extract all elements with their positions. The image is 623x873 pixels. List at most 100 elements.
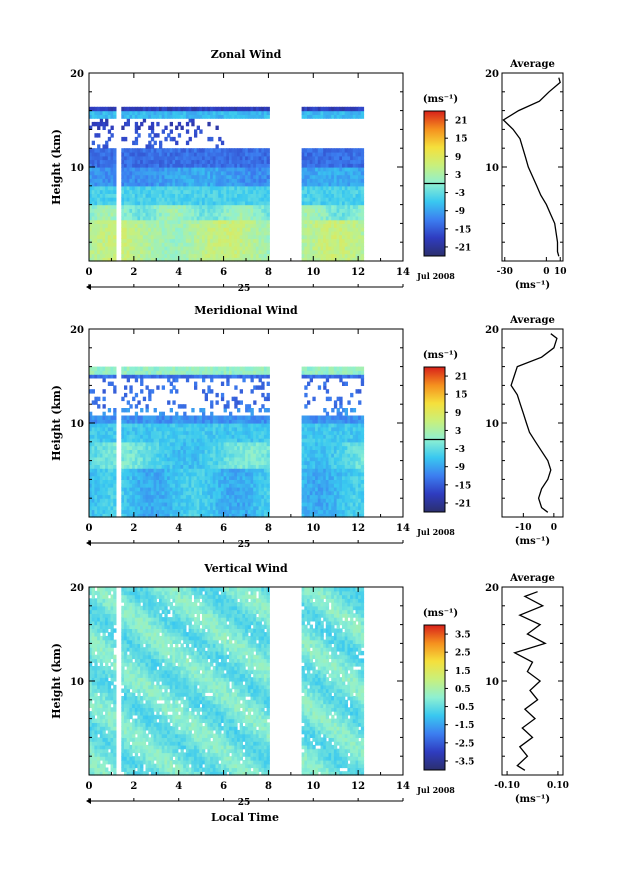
panel-title: Vertical Wind — [203, 562, 288, 575]
x-tick-label: 14 — [396, 781, 410, 792]
y-axis-label: Height (km) — [50, 129, 63, 205]
x-tick-label: 10 — [306, 523, 320, 534]
colorbar-tick-label: -3.5 — [455, 757, 474, 767]
average-title: Average — [509, 315, 555, 326]
panel-2: Vertical Wind 10 20 Height (km) 0 2 4 6 8 10 12 14 2… — [50, 562, 569, 824]
y-tick-label: 10 — [70, 677, 84, 688]
average-x-axis-label: (ms⁻¹) — [515, 794, 550, 805]
y-tick-label: 10 — [70, 163, 84, 174]
average-title: Average — [509, 573, 555, 584]
month-year-label: Jul 2008 — [416, 271, 455, 281]
colorbar-tick-label: -9 — [455, 207, 465, 217]
month-year-label: Jul 2008 — [416, 527, 455, 537]
x-tick-label: 6 — [220, 523, 227, 534]
average-title: Average — [509, 59, 555, 70]
x-tick-label: 6 — [220, 267, 227, 278]
colorbar-tick-label: -21 — [455, 499, 471, 509]
average-profile-line — [513, 591, 547, 771]
colorbar-tick-label: 21 — [455, 117, 468, 127]
x-tick-label: 2 — [130, 523, 137, 534]
x-tick-label: 8 — [265, 523, 272, 534]
colorbar-tick-label: 3.5 — [455, 631, 471, 641]
colorbar-tick-label: -2.5 — [455, 739, 474, 749]
colorbar-tick-label: -3 — [455, 189, 465, 199]
x-tick-label: 4 — [175, 267, 182, 278]
average-x-axis-label: (ms⁻¹) — [515, 280, 550, 291]
x-tick-label: 14 — [396, 523, 410, 534]
average-x-tick-label: 0 — [551, 523, 557, 533]
average-x-tick-label: 0.10 — [547, 781, 569, 791]
heatmap-field — [89, 587, 365, 776]
x-tick-label: 0 — [86, 523, 93, 534]
y-tick-label: 20 — [70, 69, 84, 80]
colorbar-tick-label: 2.5 — [455, 649, 471, 659]
x-tick-label: 14 — [396, 267, 410, 278]
month-year-label: Jul 2008 — [416, 785, 455, 795]
colorbar — [423, 624, 446, 771]
x-tick-label: 10 — [306, 781, 320, 792]
average-panel: Average 10 20 -0.10 0.10 (ms⁻¹) — [485, 573, 569, 805]
panel-title: Meridional Wind — [194, 304, 298, 317]
x-tick-label: 0 — [86, 781, 93, 792]
colorbar-tick-label: -9 — [455, 463, 465, 473]
average-profile-line — [510, 333, 558, 513]
average-frame — [501, 72, 564, 262]
colorbar-tick-label: 1.5 — [455, 667, 471, 677]
colorbar-tick-label: 3 — [455, 171, 461, 181]
date-label: 25 — [238, 798, 251, 808]
x-tick-label: 8 — [265, 781, 272, 792]
x-tick-label: 8 — [265, 267, 272, 278]
colorbar-tick-label: 0.5 — [455, 685, 471, 695]
colorbar-tick-label: 15 — [455, 135, 468, 145]
average-y-tick-label: 10 — [485, 677, 499, 688]
heatmap-field — [89, 366, 365, 518]
colorbar-unit: (ms⁻¹) — [423, 350, 458, 361]
average-y-tick-label: 10 — [485, 419, 499, 430]
average-x-tick-label: -0.10 — [494, 781, 520, 791]
y-tick-label: 20 — [70, 325, 84, 336]
colorbar-tick-label: -15 — [455, 481, 471, 491]
average-x-tick-label: 0 — [543, 267, 549, 277]
x-tick-label: 12 — [351, 267, 365, 278]
average-y-tick-label: 10 — [485, 163, 499, 174]
x-tick-label: 12 — [351, 781, 365, 792]
x-tick-label: 2 — [130, 781, 137, 792]
x-tick-label: 4 — [175, 523, 182, 534]
y-tick-label: 20 — [70, 583, 84, 594]
x-axis-label: Local Time — [211, 811, 279, 824]
average-panel: Average 10 20 -30 0 10 (ms⁻¹) — [485, 59, 566, 291]
panel-title: Zonal Wind — [211, 48, 282, 61]
colorbar-tick-label: -0.5 — [455, 703, 474, 713]
average-y-tick-label: 20 — [485, 325, 499, 336]
average-y-tick-label: 20 — [485, 69, 499, 80]
colorbar-tick-label: -21 — [455, 243, 471, 253]
colorbar-unit: (ms⁻¹) — [423, 608, 458, 619]
colorbar-tick-label: 3 — [455, 427, 461, 437]
y-axis-label: Height (km) — [50, 385, 63, 461]
colorbar-tick-label: 21 — [455, 373, 468, 383]
colorbar-unit: (ms⁻¹) — [423, 94, 458, 105]
colorbar-tick-label: 9 — [455, 153, 461, 163]
colorbar-tick-label: -1.5 — [455, 721, 474, 731]
average-y-tick-label: 20 — [485, 583, 499, 594]
average-x-axis-label: (ms⁻¹) — [515, 536, 550, 547]
average-frame — [501, 586, 564, 776]
average-x-tick-label: 10 — [554, 267, 567, 277]
date-label: 25 — [238, 540, 251, 550]
date-label: 25 — [238, 284, 251, 294]
y-axis-label: Height (km) — [50, 643, 63, 719]
heatmap-field — [89, 106, 365, 262]
x-tick-label: 4 — [175, 781, 182, 792]
average-x-tick-label: -10 — [515, 523, 531, 533]
average-panel: Average 10 20 -10 0(ms⁻¹) — [485, 315, 564, 547]
x-tick-label: 6 — [220, 781, 227, 792]
x-tick-label: 0 — [86, 267, 93, 278]
panel-0: Zonal Wind 10 20 Height (km) 0 2 4 6 8 10 12 14 25 Ju… — [50, 48, 566, 294]
colorbar-tick-label: 15 — [455, 391, 468, 401]
colorbar-tick-label: -3 — [455, 445, 465, 455]
panel-1: Meridional Wind 10 20 Height (km) 0 2 4 6 8 10 12 1… — [50, 304, 564, 550]
average-profile-line — [502, 77, 561, 257]
x-tick-label: 2 — [130, 267, 137, 278]
y-tick-label: 10 — [70, 419, 84, 430]
